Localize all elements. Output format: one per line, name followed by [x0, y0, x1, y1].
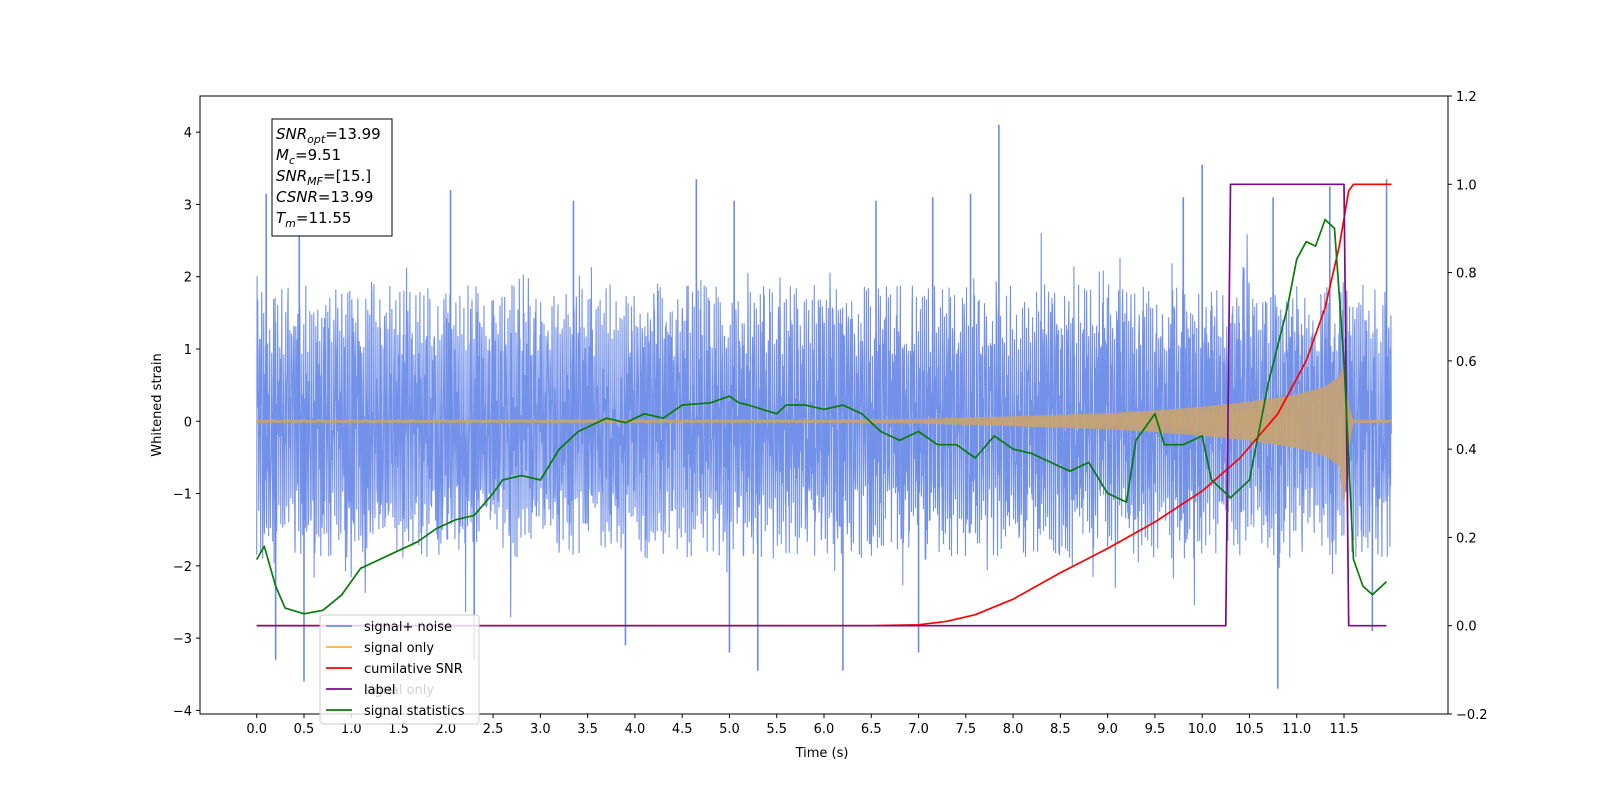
y2-tick-label: 0.8 [1456, 267, 1477, 282]
noise-spikes [265, 124, 1388, 689]
annotation-box: SNRopt=13.99Mc=9.51SNRMF=[15.]CSNR=13.99… [271, 118, 393, 237]
series-layer [255, 124, 1392, 689]
annotation-line: SNRMF=[15.] [276, 167, 371, 188]
y2-tick-label: −0.2 [1456, 708, 1488, 723]
x-tick-label: 10.0 [1188, 722, 1217, 737]
x-tick-label: 4.5 [672, 722, 693, 737]
x-tick-label: 1.0 [341, 722, 362, 737]
x-tick-label: 9.5 [1145, 722, 1166, 737]
legend-label: signal only [364, 641, 434, 656]
legend-label: signal statistics [364, 704, 465, 719]
y-tick-label: −1 [173, 488, 192, 503]
y2-tick-label: 1.2 [1456, 90, 1477, 105]
legend-hidden-label: signal only [364, 683, 434, 698]
series-signal-statistics [255, 218, 1388, 615]
legend: signal+ noise signal only cumilative SNR la… [319, 614, 480, 725]
x-tick-label: 7.0 [908, 722, 929, 737]
x-tick-label: 3.5 [577, 722, 598, 737]
y-tick-label: 1 [184, 343, 192, 358]
legend-label: label [364, 683, 395, 698]
annotation-line: Tm=11.55 [276, 209, 351, 230]
x-tick-label: 10.5 [1235, 722, 1264, 737]
y-tick-label: −3 [173, 632, 192, 647]
y2-tick-label: 0.2 [1456, 531, 1477, 546]
y-tick-label: 0 [184, 415, 192, 430]
x-tick-label: 6.0 [814, 722, 835, 737]
y2-tick-label: 1.0 [1456, 178, 1477, 193]
series-label [256, 183, 1387, 627]
x-tick-label: 8.5 [1050, 722, 1071, 737]
x-tick-label: 11.5 [1330, 722, 1359, 737]
x-tick-label: 0.0 [246, 722, 267, 737]
x-tick-label: 7.5 [955, 722, 976, 737]
y-tick-label: −2 [173, 560, 192, 575]
annotation-line: Mc=9.51 [276, 146, 341, 167]
x-tick-label: 8.0 [1003, 722, 1024, 737]
legend-frame [319, 614, 480, 725]
y-axis-left: −4 −3 −2 −1 0 1 2 3 4 [173, 126, 200, 719]
legend-label: signal+ noise [364, 620, 452, 635]
x-axis: 0.0 0.5 1.0 1.5 2.0 2.5 3.0 3.5 4.0 4.5 5.0 5.5 6.0 6… [246, 714, 1358, 737]
annotation-line: SNRopt=13.99 [276, 125, 381, 146]
annotation-line: CSNR=13.99 [276, 188, 373, 206]
legend-label: cumilative SNR [364, 662, 463, 677]
x-tick-label: 2.5 [483, 722, 504, 737]
x-tick-label: 3.0 [530, 722, 551, 737]
x-axis-label: Time (s) [795, 746, 849, 761]
x-tick-label: 4.0 [625, 722, 646, 737]
y-tick-label: 2 [184, 271, 192, 286]
x-tick-label: 0.5 [294, 722, 315, 737]
x-tick-label: 11.0 [1282, 722, 1311, 737]
x-tick-label: 9.0 [1097, 722, 1118, 737]
annotation-frame [271, 118, 393, 237]
y-tick-label: 3 [184, 198, 192, 213]
y2-tick-label: 0.0 [1456, 620, 1477, 635]
x-tick-label: 1.5 [388, 722, 409, 737]
x-tick-label: 6.5 [861, 722, 882, 737]
y-tick-label: −4 [173, 704, 192, 719]
series-cumulative-snr [256, 183, 1392, 627]
y-tick-label: 4 [184, 126, 192, 141]
y2-tick-label: 0.4 [1456, 443, 1477, 458]
x-tick-label: 2.0 [435, 722, 456, 737]
y-axis-right: −0.2 0.0 0.2 0.4 0.6 0.8 1.0 1.2 [1448, 90, 1488, 723]
x-tick-label: 5.5 [766, 722, 787, 737]
x-tick-label: 5.0 [719, 722, 740, 737]
y-axis-label: Whitened strain [150, 353, 165, 456]
y2-tick-label: 0.6 [1456, 355, 1477, 370]
